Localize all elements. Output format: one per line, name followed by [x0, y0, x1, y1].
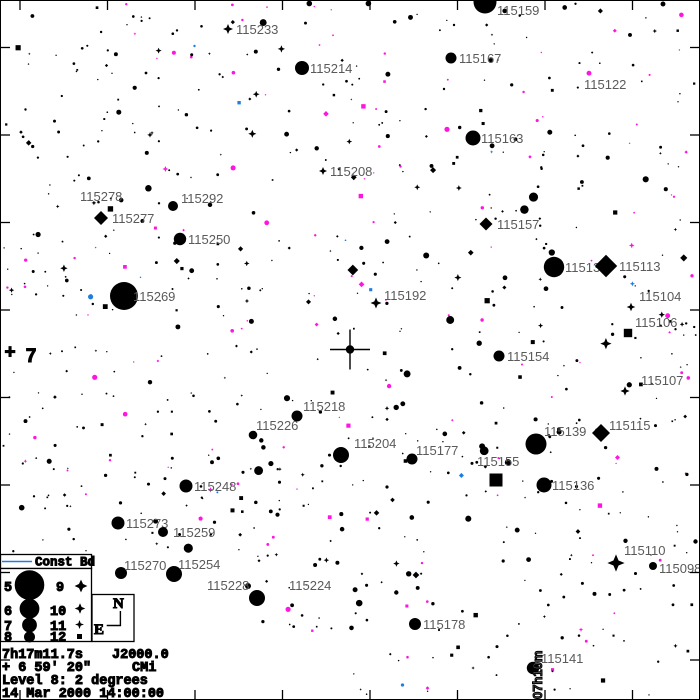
- svg-text:115104: 115104: [639, 289, 681, 304]
- svg-text:115136: 115136: [552, 478, 594, 493]
- svg-text:115110: 115110: [624, 543, 665, 558]
- svg-text:115254: 115254: [178, 557, 220, 572]
- svg-text:115250: 115250: [188, 232, 230, 247]
- svg-text:N: N: [113, 596, 124, 612]
- svg-text:115177: 115177: [416, 443, 458, 458]
- svg-text:6: 6: [4, 605, 12, 620]
- svg-text:115163: 115163: [481, 131, 523, 146]
- svg-text:115226: 115226: [256, 418, 298, 433]
- svg-text:12: 12: [50, 631, 66, 646]
- svg-text:Const Bd: Const Bd: [35, 556, 95, 570]
- svg-text:115204: 115204: [354, 436, 396, 451]
- svg-text:9: 9: [56, 581, 64, 596]
- svg-text:115115: 115115: [609, 418, 650, 433]
- svg-text:7: 7: [26, 346, 37, 367]
- svg-text:115218: 115218: [303, 399, 345, 414]
- svg-text:115157: 115157: [497, 217, 539, 232]
- svg-text:115098: 115098: [659, 561, 700, 576]
- svg-text:115122: 115122: [584, 77, 626, 92]
- svg-text:115192: 115192: [384, 288, 426, 303]
- svg-text:8: 8: [4, 631, 12, 646]
- svg-text:115277: 115277: [112, 211, 154, 226]
- svg-text:115107: 115107: [641, 373, 683, 388]
- svg-text:115106: 115106: [635, 315, 677, 330]
- svg-text:115278: 115278: [80, 189, 122, 204]
- svg-text:115159: 115159: [497, 3, 539, 18]
- svg-text:14 Mar 2000 14:00:00: 14 Mar 2000 14:00:00: [2, 687, 164, 700]
- svg-text:115113: 115113: [619, 259, 660, 274]
- svg-text:115228: 115228: [207, 578, 249, 593]
- svg-text:115292: 115292: [181, 191, 223, 206]
- svg-text:115224: 115224: [289, 578, 331, 593]
- svg-text:115208: 115208: [330, 164, 372, 179]
- svg-text:115178: 115178: [423, 617, 465, 632]
- svg-text:115233: 115233: [236, 22, 278, 37]
- svg-text:115259: 115259: [173, 525, 215, 540]
- svg-text:115155: 115155: [477, 454, 519, 469]
- svg-text:+: +: [4, 342, 15, 363]
- svg-text:115139: 115139: [544, 424, 586, 439]
- svg-text:115141: 115141: [541, 651, 583, 666]
- svg-text:115167: 115167: [459, 51, 501, 66]
- svg-text:115269: 115269: [133, 289, 175, 304]
- svg-text:115248: 115248: [194, 479, 236, 494]
- svg-text:10: 10: [50, 605, 66, 620]
- svg-text:115270: 115270: [124, 558, 166, 573]
- svg-text:07h10m: 07h10m: [530, 651, 545, 699]
- svg-text:115214: 115214: [310, 61, 352, 76]
- svg-text:5: 5: [4, 581, 12, 596]
- svg-text:115154: 115154: [507, 349, 549, 364]
- svg-text:E: E: [94, 622, 104, 638]
